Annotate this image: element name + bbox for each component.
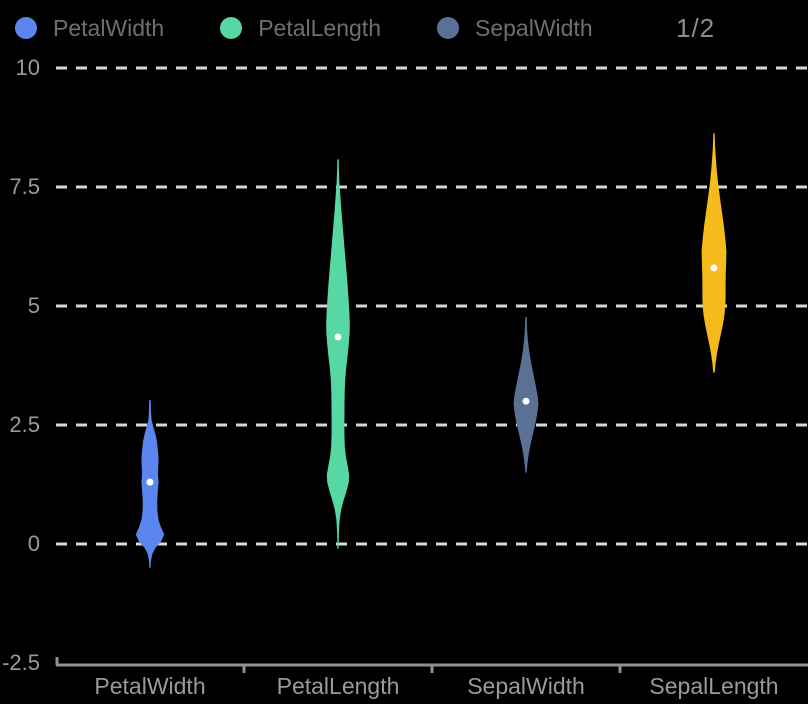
y-tick-label-0: 0: [27, 531, 40, 556]
legend-item-petallength[interactable]: PetalLength: [220, 14, 381, 42]
x-category-label-petalwidth: PetalWidth: [94, 673, 206, 699]
legend-item-sepalwidth[interactable]: SepalWidth: [437, 14, 593, 42]
violin-petallength[interactable]: [326, 159, 350, 549]
legend-dot-icon: [15, 17, 37, 39]
median-dot-petalwidth: [146, 478, 154, 486]
y-tick-label-2.5: 2.5: [9, 412, 40, 437]
legend-item-label: PetalLength: [258, 15, 381, 41]
x-category-label-sepallength: SepalLength: [649, 673, 779, 699]
x-category-label-petallength: PetalLength: [276, 673, 400, 699]
legend-dot-icon: [220, 17, 243, 39]
x-category-label-sepalwidth: SepalWidth: [467, 673, 585, 699]
legend-item-label: SepalWidth: [475, 15, 593, 41]
legend: PetalWidth PetalLength SepalWidth: [15, 14, 593, 42]
legend-page-indicator[interactable]: 1/2: [676, 13, 716, 43]
y-tick-label-10: 10: [15, 55, 40, 80]
y-tick-label-7.5: 7.5: [9, 174, 40, 199]
y-tick-label--2.5: -2.5: [2, 650, 40, 675]
violin-sepalwidth[interactable]: [513, 316, 539, 473]
median-dot-sepalwidth: [522, 397, 530, 405]
legend-item-label: PetalWidth: [53, 15, 165, 41]
y-tick-label-5: 5: [27, 293, 40, 318]
median-dot-sepallength: [710, 264, 718, 272]
legend-item-petalwidth[interactable]: PetalWidth: [15, 14, 164, 42]
median-dot-petallength: [334, 333, 342, 341]
violin-sepallength[interactable]: [701, 133, 727, 373]
legend-dot-icon: [437, 17, 459, 39]
